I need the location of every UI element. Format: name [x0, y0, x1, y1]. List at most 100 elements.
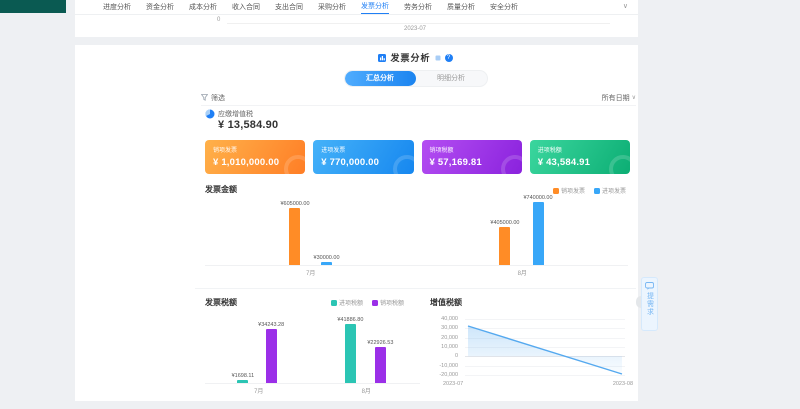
- tab-detail-analysis[interactable]: 明细分析: [437, 75, 465, 82]
- filter-icon: [201, 94, 208, 101]
- bar-value-label: ¥22926.53: [367, 340, 394, 346]
- legend-output-invoice[interactable]: 销项发票: [552, 186, 585, 195]
- bar-item: ¥22926.53: [367, 317, 393, 383]
- legend-label: 进项发票: [601, 189, 626, 195]
- y-tick-label: -20,000: [439, 371, 458, 378]
- legend-input-invoice[interactable]: 进项发票: [593, 186, 626, 195]
- bar-value-label: ¥1698.11: [231, 373, 255, 380]
- vat-payable-label: 应缴增值税: [218, 111, 253, 118]
- kpi-card-2: 进项发票 ¥ 770,000.00: [313, 140, 414, 174]
- bar-group: ¥405000.00 ¥740000.00: [490, 195, 553, 265]
- invoice-tax-chart: ¥1698.11 ¥34243.28 ¥41886.80 ¥22926.53 7月 8月: [205, 317, 420, 395]
- x-axis-line: [205, 383, 420, 384]
- bar-value-label: ¥30000.00: [313, 255, 340, 262]
- chevron-down-icon: ∨: [631, 95, 636, 101]
- legend-input-tax[interactable]: 进项税额: [331, 298, 363, 307]
- kpi-card-4: 进项税额 ¥ 43,584.91: [529, 140, 630, 174]
- chevron-down-icon[interactable]: ∨: [622, 3, 628, 10]
- gridline: [465, 319, 625, 320]
- bar-group: ¥41886.80 ¥22926.53: [337, 317, 393, 383]
- nav-tab-7[interactable]: 发票分析: [361, 0, 389, 14]
- bar-item: ¥30000.00: [314, 195, 340, 265]
- vat-x-label-jul: 2023-07: [443, 381, 464, 387]
- y-tick-label: 0: [454, 353, 458, 360]
- date-filter-value: 所有日期: [601, 94, 630, 102]
- x-axis-label: 8月: [517, 271, 527, 277]
- tab-summary-analysis[interactable]: 汇总分析: [344, 71, 416, 86]
- filter-button[interactable]: 筛选: [201, 93, 225, 103]
- y-tick-label: 40,000: [441, 316, 458, 322]
- invoice-analysis-card: 发票分析 ? 汇总分析 明细分析 筛选 所有日期 ∨: [75, 45, 638, 401]
- date-filter-dropdown[interactable]: 所有日期 ∨: [602, 93, 636, 103]
- legend-label: 进项税额: [339, 301, 364, 307]
- gridline: [465, 374, 625, 376]
- bar: [344, 324, 356, 383]
- feedback-widget[interactable]: 提需求: [641, 277, 658, 331]
- y-tick-label: 20,000: [441, 334, 458, 341]
- y-tick-label: 30,000: [441, 325, 458, 332]
- vat-y-ticks: 40,000 30,000 20,000 10,000 0 -10,000 -20,000: [430, 315, 458, 378]
- bar-item: ¥740000.00: [523, 195, 553, 265]
- legend-chip: [593, 187, 600, 194]
- bar-value-label: ¥41886.80: [337, 317, 364, 323]
- vat-line: [467, 325, 623, 375]
- nav-tab-5[interactable]: 支出合同: [275, 3, 303, 11]
- bar: [532, 202, 544, 265]
- bar: [321, 262, 333, 265]
- x-axis-line: [205, 265, 628, 266]
- filter-label: 筛选: [211, 94, 225, 102]
- partial-chart-y-tick: 0: [217, 17, 221, 23]
- y-tick-label: -10,000: [439, 362, 458, 369]
- nav-tab-8[interactable]: 劳务分析: [404, 3, 432, 11]
- kpi-card-label: 进项发票: [321, 148, 346, 154]
- vat-line-chart: [465, 319, 625, 376]
- nav-tab-9[interactable]: 质量分析: [447, 3, 475, 11]
- gridline: [465, 328, 625, 330]
- nav-tab-2[interactable]: 资金分析: [146, 3, 174, 11]
- legend-label: 销项税额: [380, 301, 405, 307]
- bar-value-label: ¥740000.00: [523, 195, 553, 201]
- help-icon[interactable]: ?: [444, 53, 453, 62]
- gridline: [465, 337, 625, 339]
- kpi-card-label: 销项税额: [429, 148, 454, 154]
- kpi-card-label: 销项发票: [213, 148, 238, 154]
- chart-title-vat-amount: 增值税额: [430, 298, 462, 307]
- y-tick-label: 10,000: [441, 343, 458, 350]
- bar: [374, 347, 386, 383]
- bar-group: ¥605000.00 ¥30000.00: [280, 195, 340, 265]
- chart-doc-icon: [378, 53, 387, 62]
- bar: [265, 329, 277, 383]
- bar: [289, 207, 301, 265]
- vat-payable-value: ¥ 13,584.90: [218, 119, 279, 131]
- pin-icon[interactable]: [435, 55, 441, 61]
- kpi-card-3: 销项税额 ¥ 57,169.81: [421, 140, 522, 174]
- nav-tab-3[interactable]: 成本分析: [189, 3, 217, 11]
- nav-tab-1[interactable]: 进度分析: [103, 3, 131, 11]
- nav-tab-6[interactable]: 采购分析: [318, 3, 346, 11]
- gridline: [465, 346, 625, 348]
- legend-output-tax[interactable]: 销项税额: [372, 298, 404, 307]
- section-divider: [195, 288, 636, 289]
- kpi-card-value: ¥ 57,169.81: [429, 157, 482, 168]
- gridline: [465, 365, 625, 367]
- legend-invoice-tax: 进项税额 销项税额: [331, 298, 404, 307]
- feedback-collapse-handle[interactable]: [636, 296, 641, 308]
- top-nav-card: 进度分析 资金分析 成本分析 收入合同 支出合同 采购分析 发票分析 劳务分析 质量分析 安全分析…: [75, 0, 638, 37]
- kpi-cards: 销项发票 ¥ 1,010,000.00 进项发票 ¥ 770,000.00 销项税额 ¥ …: [205, 140, 630, 174]
- nav-tab-10[interactable]: 安全分析: [490, 3, 518, 11]
- x-axis-label: 7月: [306, 271, 316, 277]
- card-watermark-icon: [609, 155, 630, 174]
- vat-line-svg: [467, 325, 623, 375]
- bar: [237, 380, 249, 383]
- bar-item: ¥1698.11: [231, 317, 255, 383]
- partial-chart-gridline: [227, 23, 610, 24]
- bar-value-label: ¥405000.00: [490, 219, 520, 226]
- x-axis-label: 7月: [254, 389, 264, 395]
- page-title: 发票分析: [390, 53, 431, 63]
- kpi-card-value: ¥ 770,000.00: [321, 157, 380, 168]
- top-nav-tabs: 进度分析 资金分析 成本分析 收入合同 支出合同 采购分析 发票分析 劳务分析 质量分析 安全分析: [75, 0, 638, 15]
- bar: [499, 226, 511, 265]
- kpi-card-label: 进项税额: [537, 148, 562, 154]
- nav-tab-4[interactable]: 收入合同: [232, 3, 260, 11]
